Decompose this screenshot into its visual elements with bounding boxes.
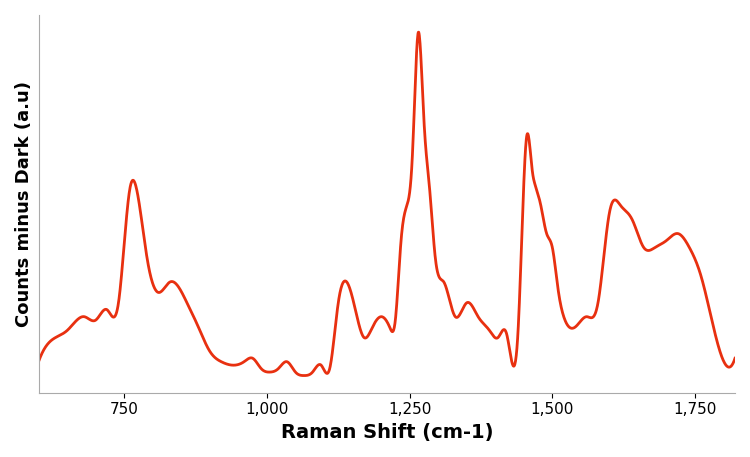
Y-axis label: Counts minus Dark (a.u): Counts minus Dark (a.u) (15, 81, 33, 327)
X-axis label: Raman Shift (cm-1): Raman Shift (cm-1) (280, 423, 493, 442)
